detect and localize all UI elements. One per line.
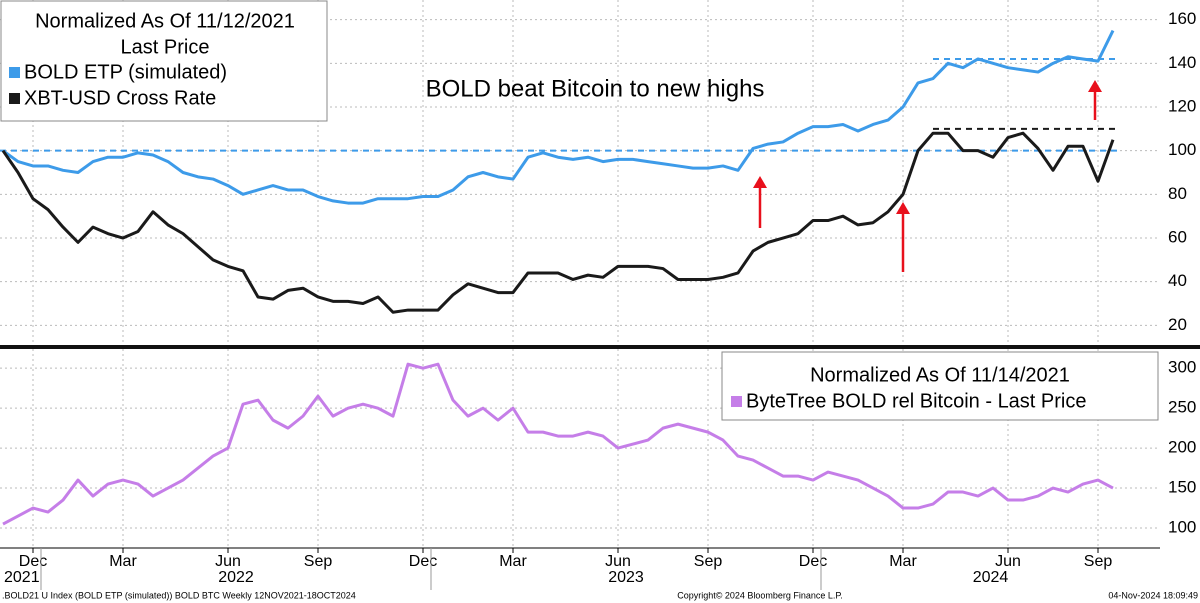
y-tick-label: 120 bbox=[1168, 96, 1196, 115]
legend-box bbox=[0, 0, 328, 122]
x-tick-label: Jun bbox=[605, 553, 631, 570]
arrow-head bbox=[896, 202, 910, 214]
y-tick-label: 200 bbox=[1168, 438, 1196, 457]
y-tick-label: 160 bbox=[1168, 9, 1196, 28]
legend-title: Normalized As Of 11/14/2021 bbox=[810, 364, 1070, 386]
y-tick-label: 80 bbox=[1168, 184, 1187, 203]
y-tick-label: 300 bbox=[1168, 358, 1196, 377]
x-tick-label: Dec bbox=[19, 553, 47, 570]
y-tick-label: 140 bbox=[1168, 53, 1196, 72]
y-tick-label: 150 bbox=[1168, 478, 1196, 497]
legend-swatch bbox=[9, 93, 20, 104]
legend-label: ByteTree BOLD rel Bitcoin - Last Price bbox=[746, 390, 1087, 412]
y-tick-label: 40 bbox=[1168, 271, 1187, 290]
footer-center: Copyright© 2024 Bloomberg Finance L.P. bbox=[677, 590, 843, 600]
series-line bbox=[2, 362, 1114, 526]
x-tick-label: Mar bbox=[889, 553, 917, 570]
legend-swatch bbox=[9, 67, 20, 78]
x-tick-label: Dec bbox=[799, 553, 827, 570]
y-tick-label: 100 bbox=[1168, 518, 1196, 537]
panel-separator bbox=[0, 345, 1200, 349]
annotation: BOLD beat Bitcoin to new highs bbox=[426, 75, 765, 102]
legend-label: XBT-USD Cross Rate bbox=[24, 87, 216, 109]
x-tick-label: Mar bbox=[499, 553, 527, 570]
arrows bbox=[753, 80, 1102, 272]
x-tick-label: Jun bbox=[215, 553, 241, 570]
year-label: 2022 bbox=[218, 569, 254, 586]
series-line bbox=[1, 131, 1115, 314]
year-label: 2024 bbox=[973, 569, 1009, 586]
y-tick-label: 60 bbox=[1168, 227, 1187, 246]
x-tick-label: Dec bbox=[409, 553, 437, 570]
legend-label: BOLD ETP (simulated) bbox=[24, 61, 227, 83]
y-tick-label: 100 bbox=[1168, 140, 1196, 159]
x-tick-label: Sep bbox=[304, 553, 333, 570]
arrow-head bbox=[1088, 80, 1102, 92]
y-tick-label: 250 bbox=[1168, 398, 1196, 417]
footer-right: 04-Nov-2024 18:09:49 bbox=[1108, 590, 1198, 600]
y-tick-label: 20 bbox=[1168, 315, 1187, 334]
year-label: 2021 bbox=[4, 569, 40, 586]
year-label: 2023 bbox=[608, 569, 644, 586]
legend-title: Normalized As Of 11/12/2021 bbox=[35, 10, 295, 32]
legend-swatch bbox=[731, 396, 742, 407]
footer-left: .BOLD21 U Index (BOLD ETP (simulated)) B… bbox=[2, 590, 356, 600]
x-tick-label: Sep bbox=[1084, 553, 1113, 570]
x-tick-label: Mar bbox=[109, 553, 137, 570]
x-tick-label: Sep bbox=[694, 553, 723, 570]
legend-subtitle: Last Price bbox=[121, 36, 210, 58]
arrow-head bbox=[753, 176, 767, 188]
legend-box bbox=[721, 351, 1159, 421]
x-tick-label: Jun bbox=[995, 553, 1021, 570]
series-line bbox=[2, 29, 1115, 205]
